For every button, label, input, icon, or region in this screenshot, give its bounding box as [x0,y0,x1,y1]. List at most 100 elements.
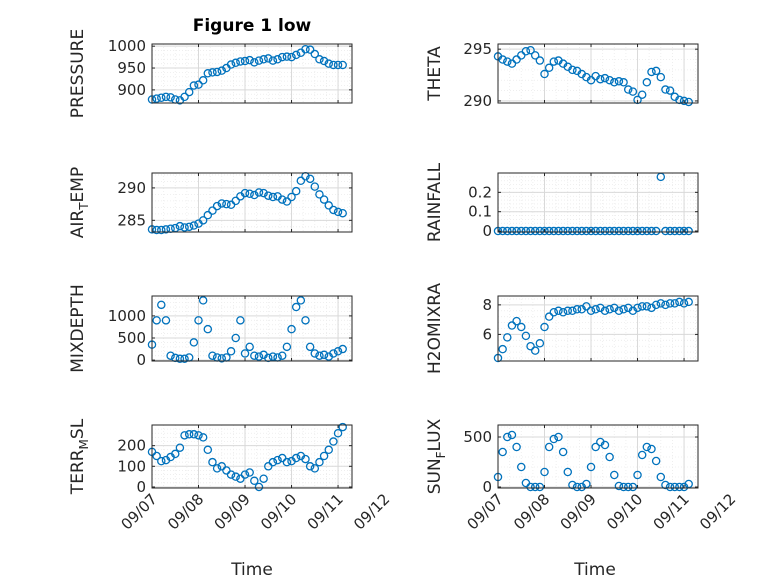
data-point [549,307,559,317]
data-point [586,462,596,472]
data-point [623,226,633,236]
x-tick-label: 09/09 [211,490,254,533]
data-point [324,445,333,455]
axes-box [151,424,353,489]
data-point [642,442,652,452]
data-point [175,221,185,231]
data-point [254,188,264,197]
data-point [623,482,633,492]
axes-box [151,172,353,233]
data-point [535,482,545,492]
data-point [572,226,582,236]
plot-area [152,173,352,232]
data-point [503,226,512,236]
data-point [521,226,531,236]
data-point [526,226,535,236]
y-tick-label: 1000 [108,37,146,55]
data-point [558,226,568,236]
data-point [231,333,240,343]
y-axis-label-3: RAINFALL [425,162,445,242]
data-point [240,56,250,66]
data-point [203,445,213,455]
data-point [315,351,324,360]
data-point [291,186,301,196]
subplot-air-temp: 285 290 AIRTEMP [68,167,353,238]
data-point [277,351,287,360]
data-point [324,59,333,68]
y-tick-label: 6 [482,325,492,343]
data-point [530,346,540,355]
data-point [250,190,259,200]
data-point [535,339,545,348]
data-point [268,352,278,361]
data-point [633,303,642,313]
data-point [184,222,194,232]
data-point [517,51,526,60]
data-point [310,182,320,191]
data-point [610,78,619,87]
data-point [184,87,194,97]
data-point [568,480,577,490]
data-point [198,296,208,305]
data-point [264,191,273,200]
x-axis-label-left: Time [230,560,273,580]
data-point [329,437,338,446]
data-point [665,299,675,308]
data-point [315,457,324,467]
data-point [568,65,577,75]
data-point [535,56,545,65]
data-point [301,316,310,325]
data-point [600,306,610,316]
data-point [157,456,166,466]
x-tick-label: 09/07 [118,490,161,533]
data-point [189,81,199,90]
data-point [605,452,614,462]
axes-box [497,424,699,489]
data-point [194,431,203,440]
data-point [558,447,568,457]
data-point [633,470,642,480]
data-point [544,312,554,321]
data-point [670,299,679,308]
data-point [161,316,171,325]
data-point [642,226,652,236]
data-point [656,72,666,82]
data-point [684,297,693,307]
data-point [198,433,208,442]
data-point [605,226,614,236]
data-point [647,444,656,454]
data-point [296,296,306,305]
data-point [651,456,661,466]
data-point [212,201,222,211]
data-point [661,480,670,490]
data-point [282,52,292,61]
data-point [329,349,338,358]
y-tick-label: 0 [482,222,492,240]
data-point [591,442,600,452]
data-point [161,92,171,102]
data-point [665,226,675,236]
data-point [665,86,675,95]
data-point [512,55,521,64]
data-point [540,322,549,332]
data-point [530,51,540,60]
data-point [152,225,161,235]
y-tick-label: 900 [117,81,146,99]
data-point [203,69,213,78]
data-point [661,226,670,236]
subplot-sun-flux: 0 500 09/07 09/08 09/09 09/10 09/11 09/12 SUNFLU… [425,418,739,533]
data-point [273,455,282,465]
data-point [661,300,670,310]
x-tick-label: 09/11 [304,490,347,533]
y-tick-label: 0.2 [468,183,492,201]
data-point [254,352,264,361]
data-point [254,56,264,65]
data-point [591,305,600,314]
data-point [222,466,231,475]
data-point [240,349,250,358]
data-point [586,306,596,316]
data-point [222,199,231,209]
data-point [498,55,507,64]
data-point [184,430,194,439]
y-tick-label: 950 [117,59,146,77]
